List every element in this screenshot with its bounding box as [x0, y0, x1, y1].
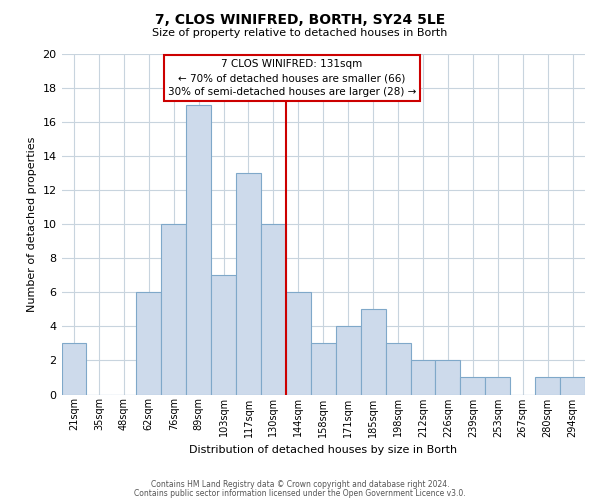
Bar: [535, 378, 560, 394]
Bar: [361, 310, 386, 394]
Bar: [236, 173, 261, 394]
Bar: [261, 224, 286, 394]
Bar: [436, 360, 460, 394]
Bar: [62, 344, 86, 394]
Text: Size of property relative to detached houses in Borth: Size of property relative to detached ho…: [152, 28, 448, 38]
Bar: [410, 360, 436, 394]
Bar: [286, 292, 311, 394]
Bar: [161, 224, 186, 394]
Text: Contains HM Land Registry data © Crown copyright and database right 2024.: Contains HM Land Registry data © Crown c…: [151, 480, 449, 489]
Bar: [560, 378, 585, 394]
Bar: [311, 344, 336, 394]
Bar: [460, 378, 485, 394]
Bar: [485, 378, 510, 394]
Bar: [386, 344, 410, 394]
Bar: [211, 276, 236, 394]
Text: Contains public sector information licensed under the Open Government Licence v3: Contains public sector information licen…: [134, 488, 466, 498]
Text: 7 CLOS WINIFRED: 131sqm
← 70% of detached houses are smaller (66)
30% of semi-de: 7 CLOS WINIFRED: 131sqm ← 70% of detache…: [167, 59, 416, 97]
Bar: [136, 292, 161, 394]
Y-axis label: Number of detached properties: Number of detached properties: [27, 136, 37, 312]
Bar: [336, 326, 361, 394]
Bar: [186, 105, 211, 395]
Text: 7, CLOS WINIFRED, BORTH, SY24 5LE: 7, CLOS WINIFRED, BORTH, SY24 5LE: [155, 12, 445, 26]
X-axis label: Distribution of detached houses by size in Borth: Distribution of detached houses by size …: [189, 445, 457, 455]
